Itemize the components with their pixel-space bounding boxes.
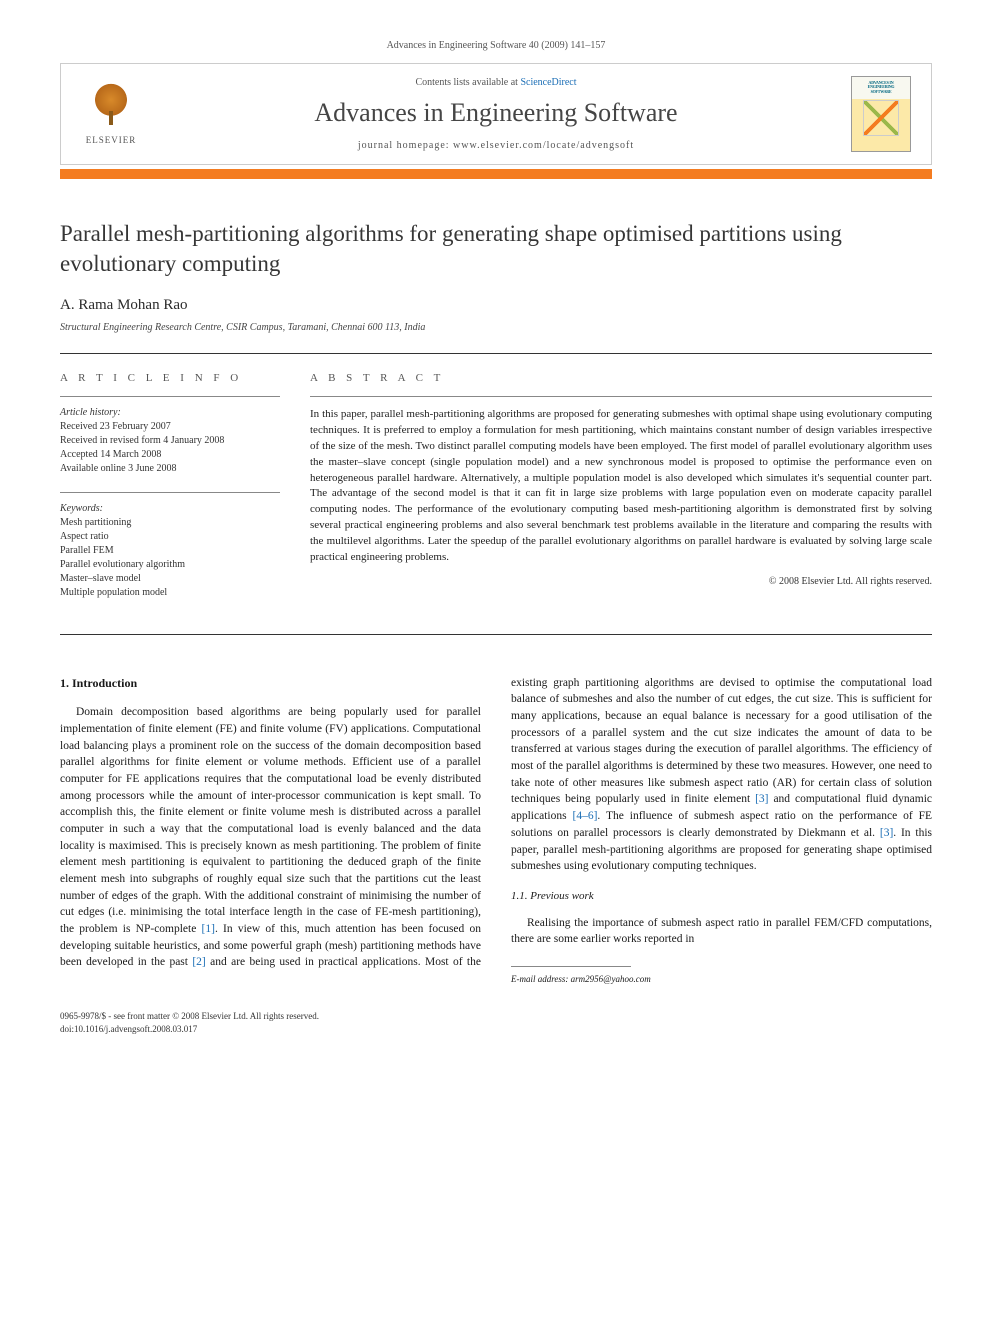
article-info-column: A R T I C L E I N F O Article history: R… (60, 372, 280, 616)
page-footer: 0965-9978/$ - see front matter © 2008 El… (60, 1010, 932, 1035)
footer-doi: doi:10.1016/j.advengsoft.2008.03.017 (60, 1023, 932, 1036)
sciencedirect-link[interactable]: ScienceDirect (520, 77, 576, 88)
keywords-label: Keywords: (60, 503, 280, 514)
footer-front-matter: 0965-9978/$ - see front matter © 2008 El… (60, 1010, 932, 1023)
article-info-heading: A R T I C L E I N F O (60, 372, 280, 384)
article-title: Parallel mesh-partitioning algorithms fo… (60, 219, 932, 279)
info-abstract-row: A R T I C L E I N F O Article history: R… (60, 353, 932, 635)
elsevier-tree-icon (87, 83, 135, 131)
publisher-name: ELSEVIER (86, 135, 137, 145)
homepage-prefix: journal homepage: (358, 140, 453, 151)
keywords-block: Keywords: Mesh partitioning Aspect ratio… (60, 503, 280, 600)
orange-divider-bar (60, 169, 932, 179)
body-two-columns: 1. Introduction Domain decomposition bas… (60, 675, 932, 986)
ref-1-link[interactable]: [1] (202, 923, 215, 935)
history-online: Available online 3 June 2008 (60, 462, 280, 476)
elsevier-logo: ELSEVIER (81, 83, 141, 145)
history-label: Article history: (60, 407, 280, 418)
thumb-title: ADVANCES IN ENGINEERING SOFTWARE (868, 81, 895, 94)
footnote-label: E-mail address: (511, 974, 568, 984)
ref-4-6-link[interactable]: [4–6] (572, 810, 597, 822)
keyword: Parallel FEM (60, 544, 280, 558)
email-footnote: E-mail address: arm2956@yahoo.com (511, 973, 932, 986)
journal-header-box: ELSEVIER Contents lists available at Sci… (60, 63, 932, 165)
author-name: A. Rama Mohan Rao (60, 297, 932, 314)
history-revised: Received in revised form 4 January 2008 (60, 434, 280, 448)
journal-name: Advances in Engineering Software (141, 98, 851, 128)
keyword: Aspect ratio (60, 530, 280, 544)
keyword: Mesh partitioning (60, 516, 280, 530)
running-header: Advances in Engineering Software 40 (200… (60, 40, 932, 51)
subsection-paragraph: Realising the importance of submesh aspe… (511, 915, 932, 948)
abstract-text: In this paper, parallel mesh-partitionin… (310, 407, 932, 566)
footnote-separator (511, 966, 631, 967)
journal-homepage-line: journal homepage: www.elsevier.com/locat… (141, 140, 851, 151)
homepage-url: www.elsevier.com/locate/advengsoft (453, 140, 634, 151)
ref-2-link[interactable]: [2] (192, 956, 205, 968)
history-accepted: Accepted 14 March 2008 (60, 448, 280, 462)
header-center: Contents lists available at ScienceDirec… (141, 77, 851, 151)
contents-prefix: Contents lists available at (415, 77, 520, 88)
journal-cover-thumbnail: ADVANCES IN ENGINEERING SOFTWARE (851, 76, 911, 152)
article-history-block: Article history: Received 23 February 20… (60, 407, 280, 476)
section-1-heading: 1. Introduction (60, 675, 481, 692)
history-received: Received 23 February 2007 (60, 420, 280, 434)
author-affiliation: Structural Engineering Research Centre, … (60, 322, 932, 333)
thumb-icon (863, 100, 899, 136)
abstract-copyright: © 2008 Elsevier Ltd. All rights reserved… (310, 576, 932, 587)
subsection-1-1-heading: 1.1. Previous work (511, 889, 932, 905)
ref-3b-link[interactable]: [3] (880, 827, 893, 839)
keyword: Multiple population model (60, 586, 280, 600)
ref-3-link[interactable]: [3] (755, 793, 768, 805)
abstract-heading: A B S T R A C T (310, 372, 932, 384)
contents-available-line: Contents lists available at ScienceDirec… (141, 77, 851, 88)
keyword: Parallel evolutionary algorithm (60, 558, 280, 572)
keyword: Master–slave model (60, 572, 280, 586)
abstract-column: A B S T R A C T In this paper, parallel … (310, 372, 932, 616)
footnote-email: arm2956@yahoo.com (571, 974, 651, 984)
